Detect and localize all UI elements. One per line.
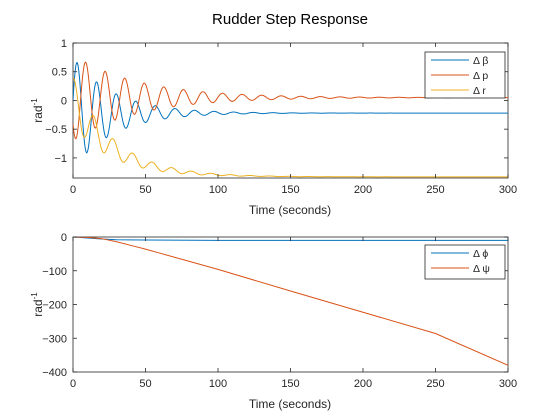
bottom-series-line-1 <box>73 237 508 366</box>
bottom-x-tick-label: 0 <box>70 378 76 390</box>
bottom-y-tick-label: −300 <box>42 333 67 345</box>
top-y-axis-label: rad-1 <box>30 98 45 123</box>
bottom-x-tick-label: 50 <box>139 378 151 390</box>
top-x-tick-label: 250 <box>426 184 444 196</box>
top-x-tick-label: 0 <box>70 184 76 196</box>
top-x-tick-label: 200 <box>354 184 372 196</box>
bottom-x-tick-label: 300 <box>499 378 517 390</box>
bottom-y-axis-label: rad-1 <box>30 292 45 317</box>
top-y-tick-label: −0.5 <box>45 124 67 136</box>
bottom-chart: 0 50 100 150 200 250 300 0 −100 −200 −300 −400 Time… <box>30 232 517 411</box>
top-x-tick-label: 50 <box>139 184 151 196</box>
bottom-legend: Δ ϕ Δ ψ <box>424 244 506 280</box>
top-legend-label-1: Δ p <box>473 70 488 82</box>
top-legend: Δ β Δ p Δ r <box>424 51 506 99</box>
top-legend-label-0: Δ β <box>473 55 488 67</box>
bottom-y-tick-label: −200 <box>42 300 67 312</box>
top-y-tick-label: 1 <box>61 38 67 50</box>
bottom-x-tick-label: 250 <box>426 378 444 390</box>
bottom-legend-label-1: Δ ψ <box>473 263 490 275</box>
top-y-tick-label: 0.5 <box>52 67 67 79</box>
figure-title: Rudder Step Response <box>212 11 368 28</box>
top-series-line-0 <box>73 62 508 154</box>
bottom-y-tick-label: −400 <box>42 367 67 379</box>
bottom-x-tick-label: 150 <box>281 378 299 390</box>
bottom-y-tick-label: 0 <box>61 232 67 244</box>
top-x-axis-label: Time (seconds) <box>249 203 331 217</box>
top-y-tick-label: −1 <box>54 153 67 165</box>
bottom-x-axis-label: Time (seconds) <box>249 397 331 411</box>
top-legend-label-2: Δ r <box>473 85 486 97</box>
bottom-y-tick-label: −100 <box>42 266 67 278</box>
top-x-tick-label: 300 <box>499 184 517 196</box>
bottom-series-line-0 <box>73 237 508 241</box>
bottom-x-tick-label: 200 <box>354 378 372 390</box>
top-x-tick-label: 150 <box>281 184 299 196</box>
bottom-x-tick-label: 100 <box>209 378 227 390</box>
bottom-legend-label-0: Δ ϕ <box>473 248 488 260</box>
top-chart: 0 50 100 150 200 250 300 1 0.5 0 −0.5 −1 Time (seco… <box>30 38 517 217</box>
top-x-tick-label: 100 <box>209 184 227 196</box>
top-y-tick-label: 0 <box>61 95 67 107</box>
